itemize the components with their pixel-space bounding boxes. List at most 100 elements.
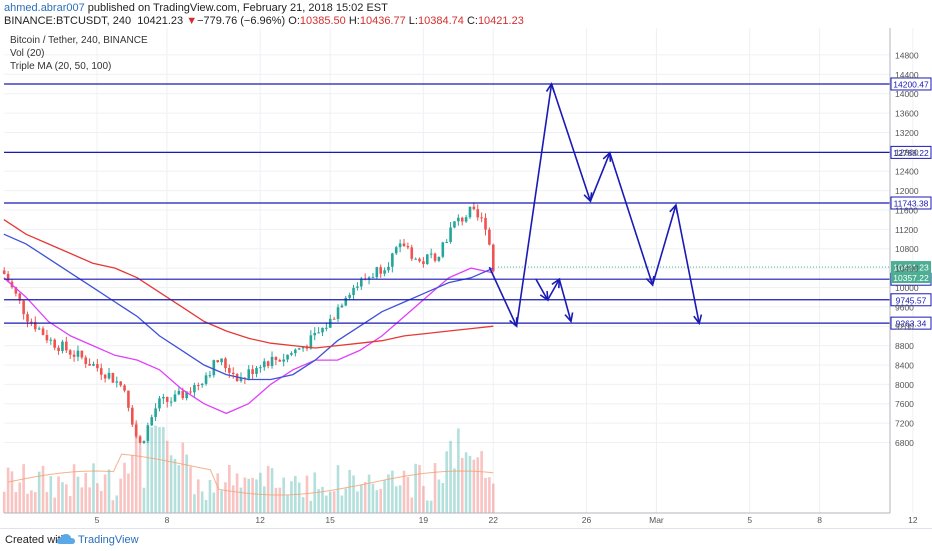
legend-volume[interactable]: Vol (20): [10, 48, 45, 59]
horizontal-levels[interactable]: [4, 83, 890, 324]
volume-bar: [185, 454, 188, 513]
change-value: −779.76 (−6.96%): [197, 15, 286, 27]
candle-body: [294, 349, 297, 354]
candle-body: [37, 328, 41, 330]
projection-arrowhead[interactable]: [551, 277, 561, 289]
volume-bar: [18, 482, 22, 513]
high-value: 10436.77: [359, 15, 406, 27]
projection-segment[interactable]: [550, 83, 592, 202]
projection-segment[interactable]: [535, 278, 549, 301]
volume-bar: [317, 489, 320, 513]
author-link[interactable]: ahmed.abrar007: [4, 2, 85, 14]
candle-body: [154, 408, 157, 418]
volume-bar: [383, 480, 386, 513]
candle-body: [266, 361, 270, 367]
projection-segment[interactable]: [558, 279, 572, 322]
time-tick-label: 26: [582, 515, 592, 525]
candle-body: [484, 217, 487, 230]
price-tick-label: 13200: [895, 128, 919, 138]
candle-body: [410, 247, 414, 259]
candle-body: [57, 347, 60, 351]
volume-bar: [88, 487, 91, 513]
candle-body: [286, 354, 289, 360]
projection-arrowhead[interactable]: [564, 312, 574, 324]
projection-arrowhead[interactable]: [693, 314, 703, 326]
price-tick-label: 8000: [895, 380, 914, 390]
volume-bar: [278, 487, 282, 513]
candle-body: [262, 361, 266, 368]
low-label: L:: [408, 15, 418, 27]
volume-bar: [224, 482, 227, 513]
volume-bar: [301, 497, 305, 513]
volume-bar: [348, 469, 351, 513]
volume-bar: [45, 492, 49, 513]
price-tick-label: 14000: [895, 89, 919, 99]
volume-bar: [61, 482, 64, 513]
candle-body: [53, 339, 56, 348]
candle-body: [375, 267, 379, 278]
projection-segment[interactable]: [488, 266, 518, 327]
projection-drawing[interactable]: [488, 82, 703, 328]
level-tag-box: [890, 316, 932, 330]
volume-bar: [216, 473, 219, 513]
legend-title[interactable]: Bitcoin / Tether, 240, BINANCE: [10, 35, 148, 46]
projection-segment[interactable]: [651, 204, 677, 286]
volume-bar: [406, 477, 410, 513]
candle-body: [196, 385, 200, 387]
candle-body: [278, 360, 282, 362]
volume-bar: [266, 465, 270, 513]
time-tick-label: 19: [419, 515, 429, 525]
candle-body: [92, 364, 95, 366]
time-tick-label: 15: [325, 515, 335, 525]
volume-bar: [41, 465, 45, 513]
projection-segment[interactable]: [589, 152, 611, 202]
chart-legend: Bitcoin / Tether, 240, BINANCE Vol (20) …: [10, 34, 148, 73]
candle-body: [212, 360, 216, 376]
legend-triple-ma[interactable]: Triple MA (20, 50, 100): [10, 61, 112, 72]
volume-bar: [259, 472, 262, 513]
volume-bar: [235, 473, 239, 513]
volume-bar: [134, 422, 138, 513]
candle-body: [398, 243, 402, 248]
volume-bar: [472, 459, 476, 513]
ma-line-2: [3, 233, 494, 381]
volume-bar: [394, 486, 398, 513]
candle-body: [88, 363, 91, 366]
tradingview-cloud-icon[interactable]: [56, 532, 76, 546]
candle-body: [200, 383, 204, 386]
candle-body: [290, 353, 293, 355]
candle-body: [208, 375, 212, 377]
candle-body: [119, 381, 122, 386]
time-tick-label: 22: [489, 515, 499, 525]
projection-segment[interactable]: [515, 83, 553, 327]
volume-bar: [76, 476, 80, 513]
level-tag-label: 12788.22: [893, 148, 929, 158]
candle-body: [387, 266, 390, 271]
candle-body: [453, 221, 456, 228]
candle-body: [325, 327, 328, 329]
volume-bar: [425, 500, 429, 513]
volume-bar: [270, 468, 274, 513]
time-axis: 5 8 12 15 19 22 26 Mar 5 8 12: [4, 512, 918, 525]
price-tick-label: 12400: [895, 167, 919, 177]
tradingview-brand[interactable]: TradingView: [78, 534, 139, 546]
candle-body: [103, 374, 107, 379]
candle-body: [193, 385, 196, 393]
price-tick-label: 9200: [895, 322, 914, 332]
ohlc-line: BINANCE:BTCUSDT, 240 10421.23 ▼−779.76 (…: [4, 15, 524, 27]
projection-segment[interactable]: [546, 278, 561, 301]
candle-body: [72, 354, 76, 357]
price-tick-label: 11600: [895, 205, 918, 215]
candle-body: [231, 372, 235, 375]
volume-bar: [367, 474, 371, 513]
projection-segment[interactable]: [675, 204, 700, 324]
candle-body: [181, 390, 185, 399]
candle-body: [394, 247, 398, 254]
candle-body: [449, 227, 452, 242]
projection-segment[interactable]: [609, 152, 654, 286]
volume-bar: [200, 491, 204, 513]
candle-body: [379, 267, 383, 274]
volume-bar: [468, 455, 472, 513]
